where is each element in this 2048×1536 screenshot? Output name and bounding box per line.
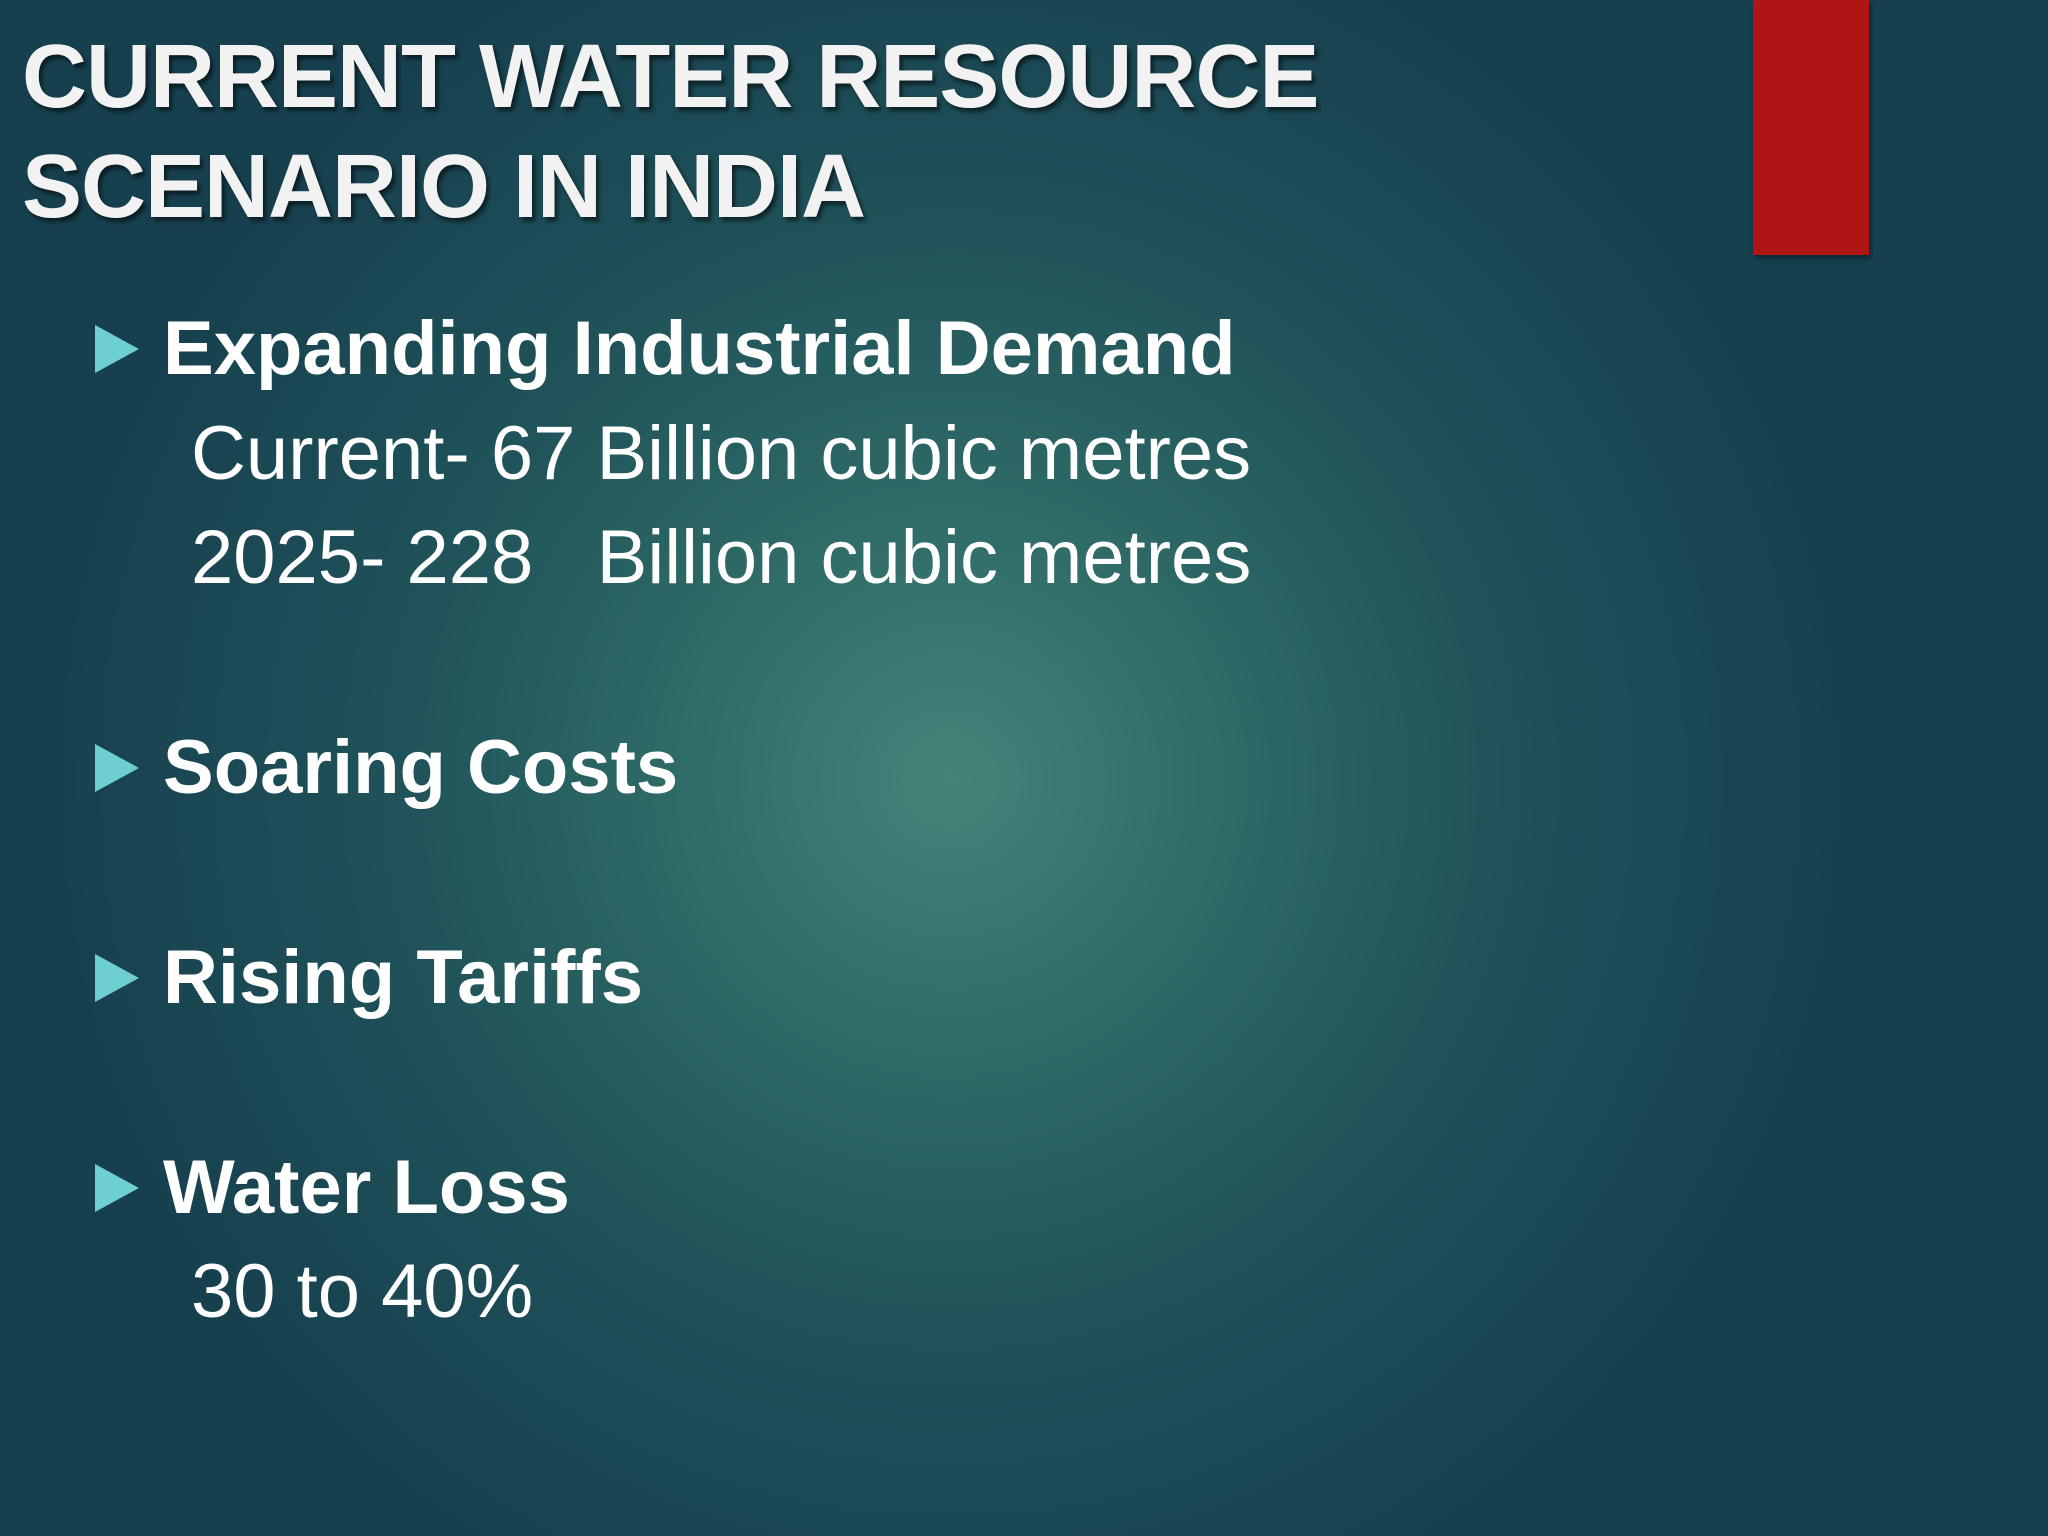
- bullet-water-loss: Water Loss: [95, 1142, 570, 1234]
- bullet-soaring-costs: Soaring Costs: [95, 722, 678, 814]
- bullet-detail-2025-demand: 2025- 228 Billion cubic metres: [191, 515, 1252, 600]
- triangle-bullet-icon: [95, 325, 139, 373]
- bullet-rising-tariffs: Rising Tariffs: [95, 932, 643, 1024]
- slide-title-line-2: SCENARIO IN INDIA: [22, 137, 866, 237]
- bullet-heading: Rising Tariffs: [163, 935, 643, 1020]
- bullet-detail-water-loss: 30 to 40%: [191, 1249, 534, 1334]
- bullet-heading: Soaring Costs: [163, 725, 679, 810]
- bullet-heading: Water Loss: [163, 1145, 570, 1230]
- bullet-heading: Expanding Industrial Demand: [163, 306, 1236, 391]
- bullet-expanding-industrial-demand: Expanding Industrial Demand: [95, 303, 1236, 395]
- triangle-bullet-icon: [95, 954, 139, 1002]
- red-accent-bar: [1753, 0, 1869, 255]
- triangle-bullet-icon: [95, 744, 139, 792]
- triangle-bullet-icon: [95, 1164, 139, 1212]
- slide-title: CURRENT WATER RESOURCE SCENARIO IN INDIA: [22, 22, 1319, 242]
- slide-title-line-1: CURRENT WATER RESOURCE: [22, 27, 1319, 127]
- bullet-detail-current-demand: Current- 67 Billion cubic metres: [191, 411, 1252, 496]
